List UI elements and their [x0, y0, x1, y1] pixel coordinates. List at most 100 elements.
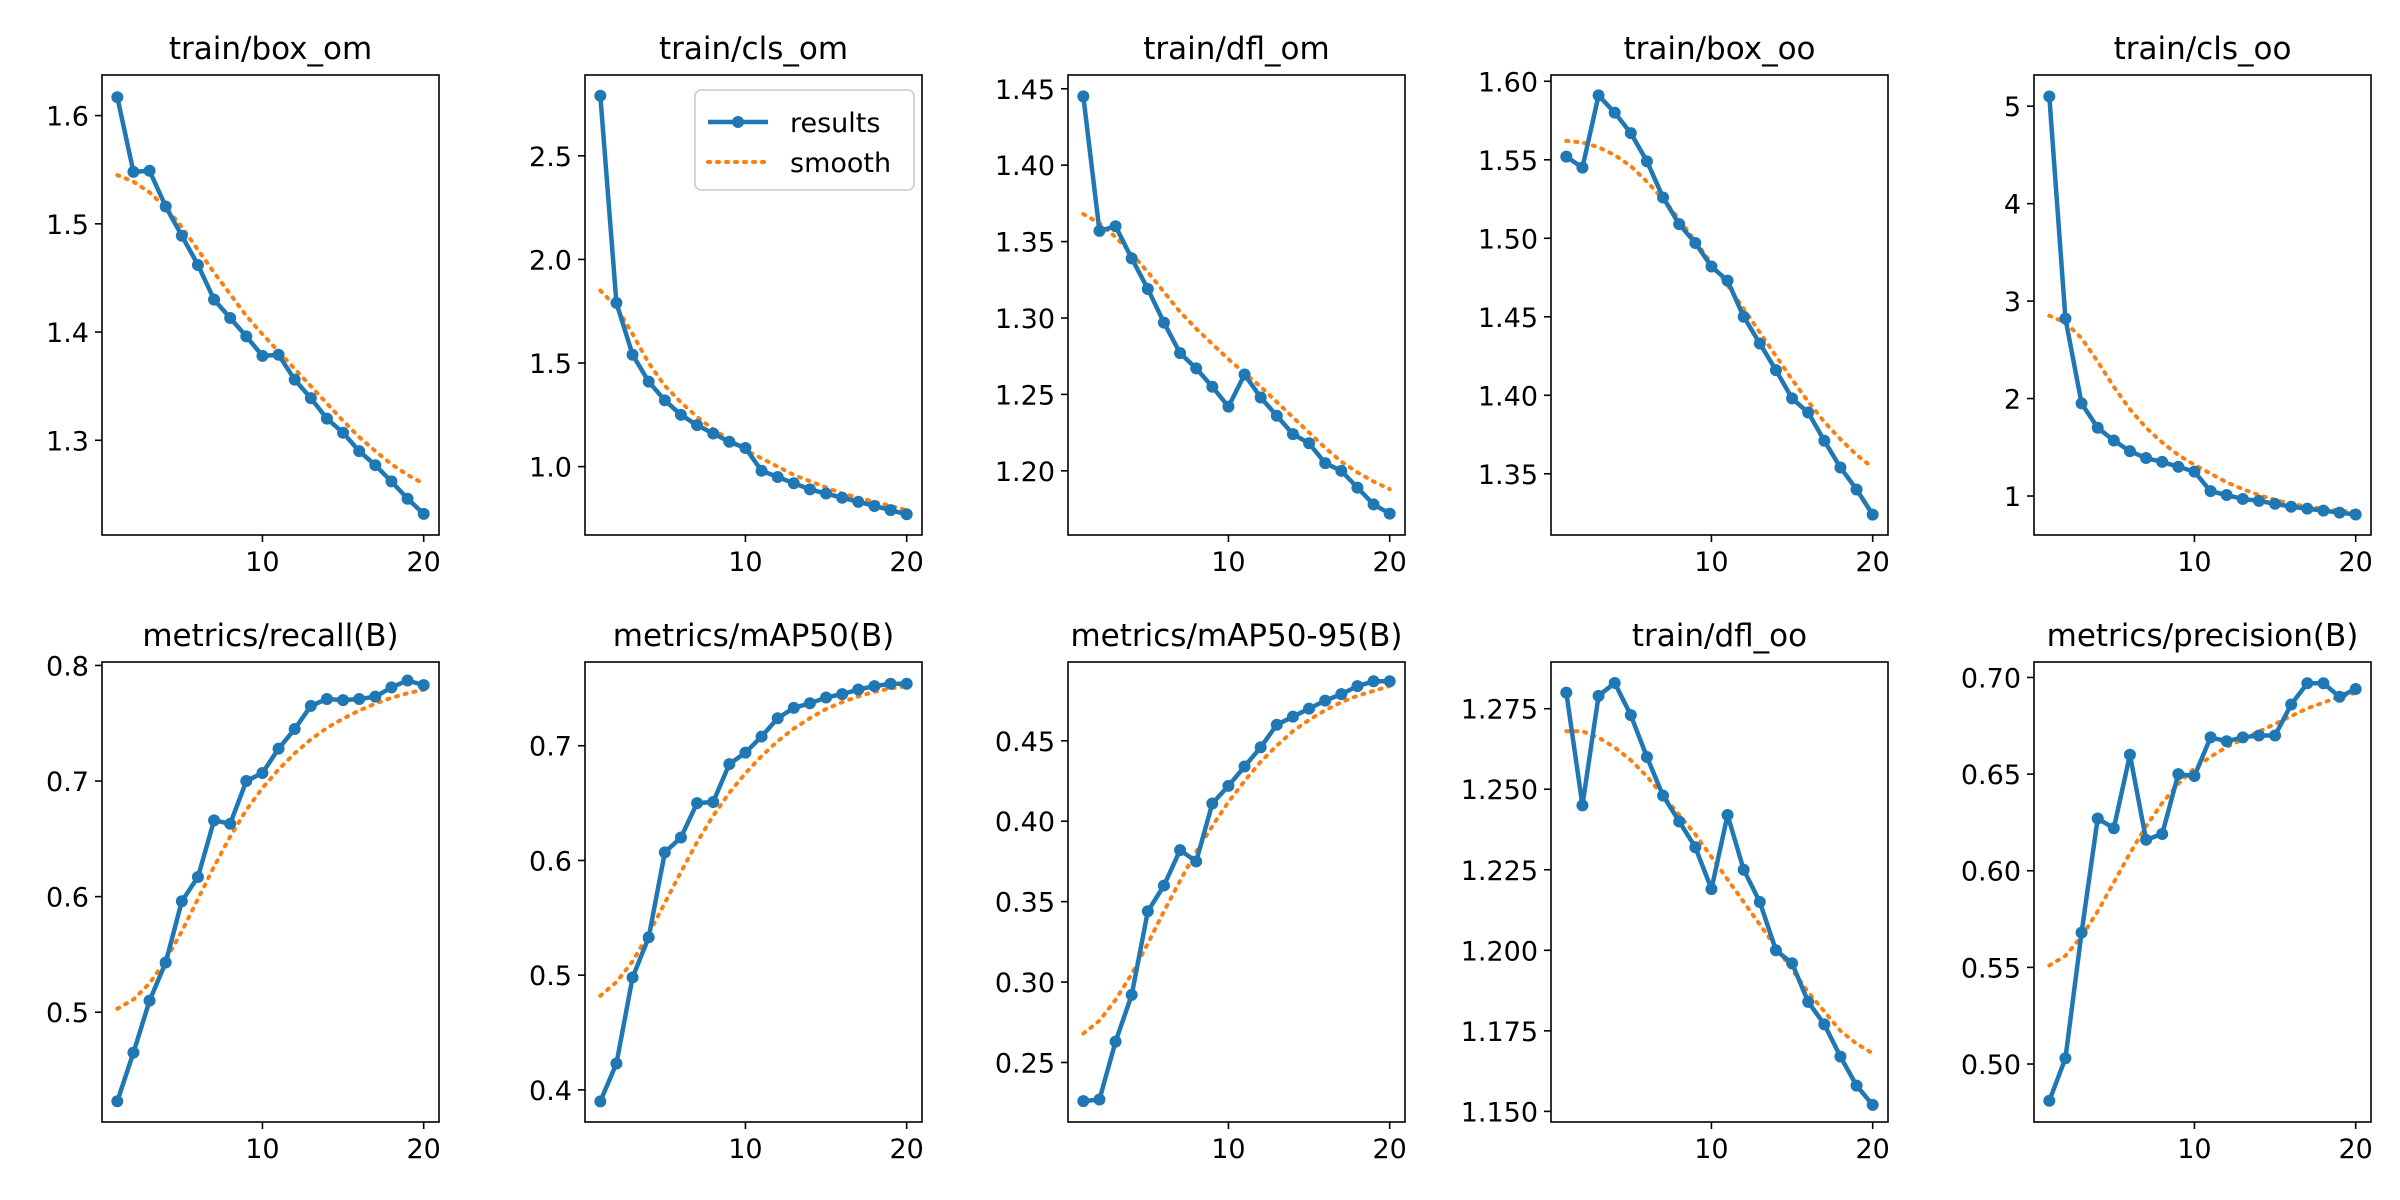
x-tick-label: 20	[1373, 547, 1407, 578]
data-point-results	[417, 679, 430, 692]
data-point-results	[224, 311, 237, 324]
x-tick-label: 20	[2339, 1134, 2373, 1165]
data-point-results	[304, 392, 317, 405]
data-point-results	[1866, 1098, 1879, 1111]
y-tick-label: 0.7	[529, 732, 572, 763]
subplot-2: train/cls_om 1.0 1.5 2.0 2.5 10 20 results smoot…	[529, 31, 924, 578]
data-point-results	[369, 459, 382, 472]
data-point-results	[1303, 702, 1316, 715]
data-point-results	[707, 795, 720, 808]
axes-frame	[584, 74, 923, 536]
subplot-title: train/cls_om	[659, 31, 848, 67]
data-point-results	[1657, 789, 1670, 802]
series-line-results	[2047, 681, 2357, 1102]
x-tick-label: 10	[1211, 547, 1245, 578]
axes-frame	[1067, 661, 1406, 1123]
data-point-results	[1286, 428, 1299, 441]
data-point-results	[2172, 460, 2185, 473]
data-point-results	[1319, 457, 1332, 470]
data-point-results	[1689, 841, 1702, 854]
data-point-results	[787, 477, 800, 490]
data-point-results	[2333, 690, 2346, 703]
data-point-results	[2140, 452, 2153, 465]
subplot-title: train/dfl_oo	[1632, 618, 1807, 654]
x-tick-label: 20	[2339, 547, 2373, 578]
data-point-results	[1818, 1018, 1831, 1031]
data-point-results	[1125, 988, 1138, 1001]
y-tick-label: 1.40	[995, 151, 1055, 182]
x-tick-label: 10	[245, 547, 279, 578]
series-line-smooth	[115, 173, 426, 486]
data-point-results	[2123, 748, 2136, 761]
legend: results smooth	[694, 89, 915, 191]
data-point-results	[1319, 694, 1332, 707]
data-point-results	[1786, 392, 1799, 405]
data-point-results	[707, 427, 720, 440]
data-point-results	[2333, 506, 2346, 519]
data-point-results	[2236, 731, 2249, 744]
data-point-results	[674, 408, 687, 421]
data-point-results	[2172, 768, 2185, 781]
series-line-smooth	[598, 288, 909, 513]
x-tick-label: 20	[1856, 547, 1890, 578]
data-point-results	[658, 394, 671, 407]
data-point-results	[1141, 905, 1154, 918]
data-point-results	[594, 1095, 607, 1108]
legend-box	[694, 89, 915, 191]
data-point-results	[1560, 150, 1573, 163]
data-point-results	[1592, 689, 1605, 702]
series-line-results	[115, 678, 425, 1102]
data-point-results	[1206, 380, 1219, 393]
data-point-results	[2075, 397, 2088, 410]
data-point-results	[1206, 797, 1219, 810]
subplot-8: metrics/mAP50-95(B) 0.25 0.30 0.35 0.40 0.45 1…	[995, 618, 1407, 1165]
data-point-results	[803, 483, 816, 496]
y-tick-label: 2.0	[529, 245, 572, 276]
data-point-results	[852, 683, 865, 696]
data-point-results	[1270, 718, 1283, 731]
y-tick-label: 1.150	[1461, 1097, 1538, 1128]
data-point-results	[691, 797, 704, 810]
x-tick-label: 20	[407, 1134, 441, 1165]
data-point-results	[159, 956, 172, 969]
data-point-results	[240, 330, 253, 343]
y-tick-label: 0.40	[995, 807, 1055, 838]
subplot-title: train/box_om	[169, 31, 372, 67]
y-tick-label: 1.5	[529, 349, 572, 380]
data-point-results	[1689, 236, 1702, 249]
data-point-results	[385, 681, 398, 694]
subplot-title: train/dfl_om	[1143, 31, 1329, 67]
data-point-results	[2301, 677, 2314, 690]
y-tick-label: 1.275	[1461, 695, 1538, 726]
y-tick-label: 0.35	[995, 888, 1055, 919]
axes-frame	[2033, 74, 2372, 536]
data-point-results	[2269, 497, 2282, 510]
x-tick-label: 20	[890, 547, 924, 578]
data-point-results	[1705, 260, 1718, 273]
x-tick-label: 10	[1694, 547, 1728, 578]
data-point-results	[2043, 1094, 2056, 1107]
x-tick-label: 10	[1211, 1134, 1245, 1165]
data-point-results	[1673, 218, 1686, 231]
data-point-results	[2349, 683, 2362, 696]
y-tick-label: 0.50	[1961, 1050, 2021, 1081]
data-point-results	[1673, 815, 1686, 828]
y-tick-label: 1.45	[995, 75, 1055, 106]
data-point-results	[2140, 833, 2153, 846]
data-point-results	[256, 349, 269, 362]
data-point-results	[820, 691, 833, 704]
x-tick-label: 10	[728, 547, 762, 578]
data-point-results	[1850, 1079, 1863, 1092]
data-point-results	[2059, 312, 2072, 325]
data-point-results	[1802, 995, 1815, 1008]
subplot-title: metrics/precision(B)	[2047, 618, 2359, 654]
y-tick-label: 1.35	[1478, 460, 1538, 491]
data-point-results	[1254, 391, 1267, 404]
subplot-title: metrics/recall(B)	[142, 618, 398, 654]
y-tick-label: 0.8	[46, 651, 89, 682]
subplot-title: metrics/mAP50-95(B)	[1070, 618, 1402, 654]
data-point-results	[417, 507, 430, 520]
data-point-results	[337, 426, 350, 439]
data-point-results	[1850, 483, 1863, 496]
data-point-results	[1367, 675, 1380, 688]
